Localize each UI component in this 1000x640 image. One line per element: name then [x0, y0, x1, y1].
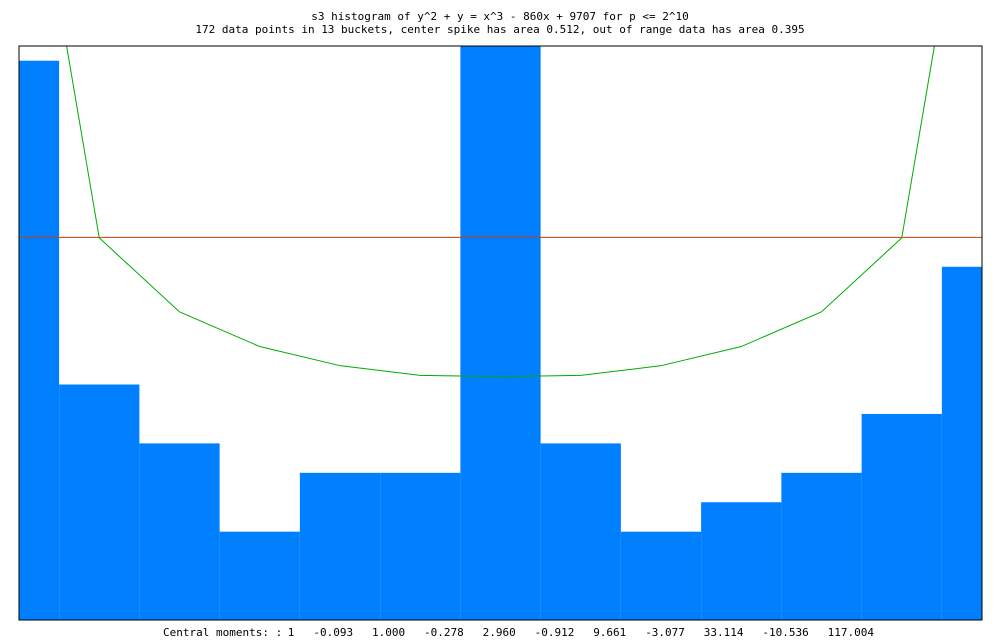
moments-label: Central moments: :	[163, 626, 282, 639]
moment-value: 1.000	[372, 626, 405, 639]
moments: Central moments: : 1 -0.093 1.000 -0.278 2.96…	[163, 626, 874, 639]
bar	[620, 531, 702, 620]
chart-title: s3 histogram of y^2 + y = x^3 - 860x + 9…	[311, 10, 689, 23]
moment-value: 2.960	[483, 626, 516, 639]
plot-area	[19, 46, 982, 620]
moment-value: -10.536	[762, 626, 808, 639]
moment-value: 33.114	[704, 626, 744, 639]
bar	[219, 531, 300, 620]
bar	[460, 46, 541, 620]
bar	[380, 472, 461, 620]
bar	[19, 60, 60, 620]
bar	[299, 472, 381, 620]
moment-value: -0.912	[535, 626, 575, 639]
moment-value: 1	[288, 626, 295, 639]
chart-subtitle: 172 data points in 13 buckets, center sp…	[195, 23, 804, 36]
plot-frame	[18, 45, 983, 621]
bar	[941, 266, 982, 620]
bar	[701, 502, 782, 620]
density-curve	[66, 46, 935, 378]
bar	[781, 472, 862, 620]
bar	[59, 384, 140, 620]
moment-value: -0.278	[424, 626, 464, 639]
moment-value: 9.661	[593, 626, 626, 639]
bar	[861, 413, 942, 620]
moment-value: -3.077	[645, 626, 685, 639]
moment-value: -0.093	[313, 626, 353, 639]
bar	[540, 443, 621, 620]
moment-value: 117.004	[828, 626, 875, 639]
bar	[139, 443, 220, 620]
